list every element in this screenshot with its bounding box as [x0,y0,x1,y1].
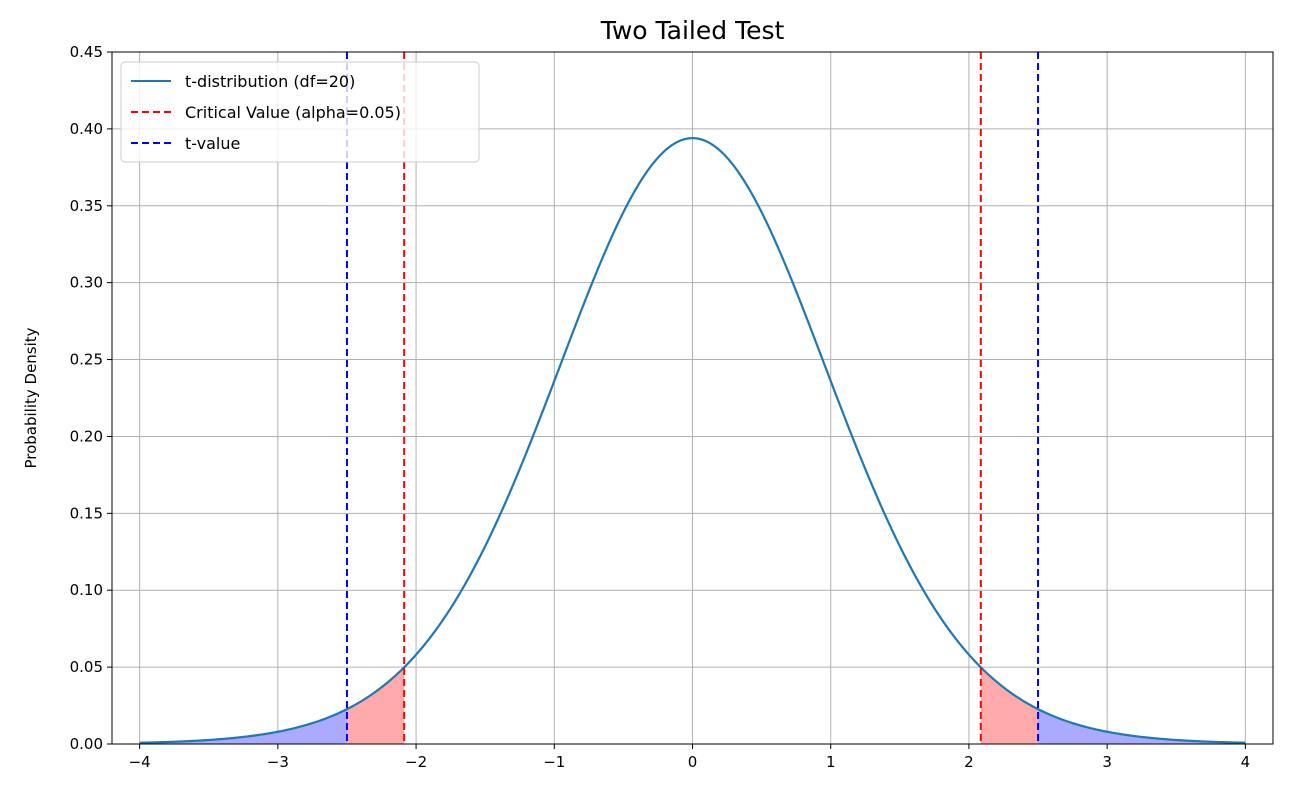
legend-label: t-value [185,134,240,153]
y-tick-label: 0.10 [70,581,103,599]
x-tick-label: 1 [826,753,836,771]
y-tick-label: 0.00 [70,735,103,753]
shaded-region [346,667,405,744]
curve-layer [139,137,1246,744]
x-tick-label: 4 [1241,753,1251,771]
y-tick-label: 0.45 [70,43,103,61]
legend-label: t-distribution (df=20) [185,72,355,91]
vline-layer [345,52,1040,744]
x-tick-label: −2 [405,753,427,771]
y-tick-label: 0.05 [70,658,103,676]
fill-layer [139,667,1246,744]
legend-entry: t-value [131,134,240,153]
x-tick-label: 3 [1102,753,1112,771]
legend-entry: t-distribution (df=20) [131,72,355,91]
t-distribution-curve [139,137,1246,744]
y-tick-label: 0.25 [70,351,103,369]
y-tick-label: 0.20 [70,427,103,445]
legend: t-distribution (df=20) Critical Value (al… [120,61,480,163]
legend-box [120,61,480,163]
grid-layer [112,51,1273,745]
y-axis-label: Probability Density [22,327,40,468]
y-tick-label: 0.40 [70,120,103,138]
x-tick-label: −1 [543,753,565,771]
chart-title: Two Tailed Test [600,16,785,45]
y-tick-label: 0.30 [70,274,103,292]
x-tick-label: 0 [688,753,698,771]
tick-layer: −4 −3 −2 −1 0 1 2 3 4 0.00 0.05 0.10 0.15 0.20 0.25 0.3… [70,43,1251,771]
x-tick-label: −4 [129,753,151,771]
x-tick-label: −3 [267,753,289,771]
x-tick-label: 2 [964,753,974,771]
legend-label: Critical Value (alpha=0.05) [185,103,401,122]
y-tick-label: 0.15 [70,504,103,522]
y-tick-label: 0.35 [70,197,103,215]
legend-entry: Critical Value (alpha=0.05) [131,103,401,122]
shaded-region [139,709,347,744]
shaded-region [1038,709,1246,744]
shaded-region [980,667,1039,744]
